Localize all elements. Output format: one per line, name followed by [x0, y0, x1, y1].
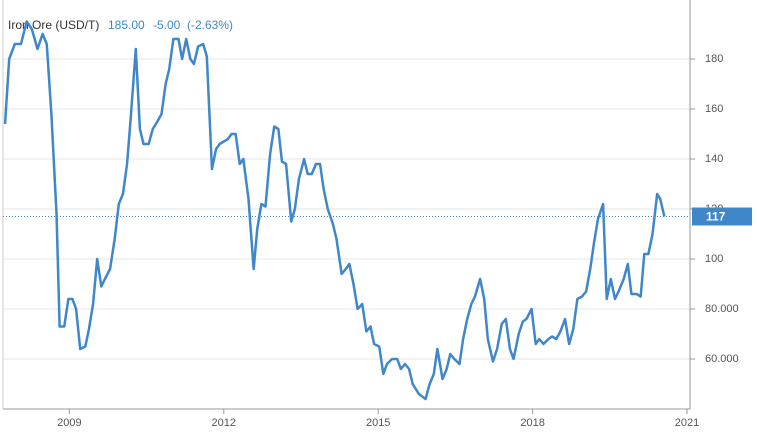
change-percent: (-2.63%): [187, 18, 233, 32]
x-tick-label: 2018: [520, 417, 544, 429]
chart-title: Iron Ore (USD/T): [8, 18, 99, 32]
y-tick-label: 180: [705, 53, 723, 65]
x-tick-label: 2012: [212, 417, 236, 429]
y-tick-label: 160: [705, 103, 723, 115]
x-tick-label: 2015: [366, 417, 390, 429]
y-tick-label: 60.000: [705, 353, 739, 365]
price: 185.00: [108, 18, 145, 32]
y-tick-label: 100: [705, 253, 723, 265]
price-line: [3, 20, 666, 401]
change: -5.00: [153, 18, 181, 32]
x-tick-label: 2021: [675, 417, 699, 429]
current-value-box: [692, 207, 752, 226]
current-value-label: 117: [706, 210, 726, 224]
y-tick-label: 80.000: [705, 303, 739, 315]
y-tick-label: 140: [705, 153, 723, 165]
x-tick-label: 2009: [57, 417, 81, 429]
